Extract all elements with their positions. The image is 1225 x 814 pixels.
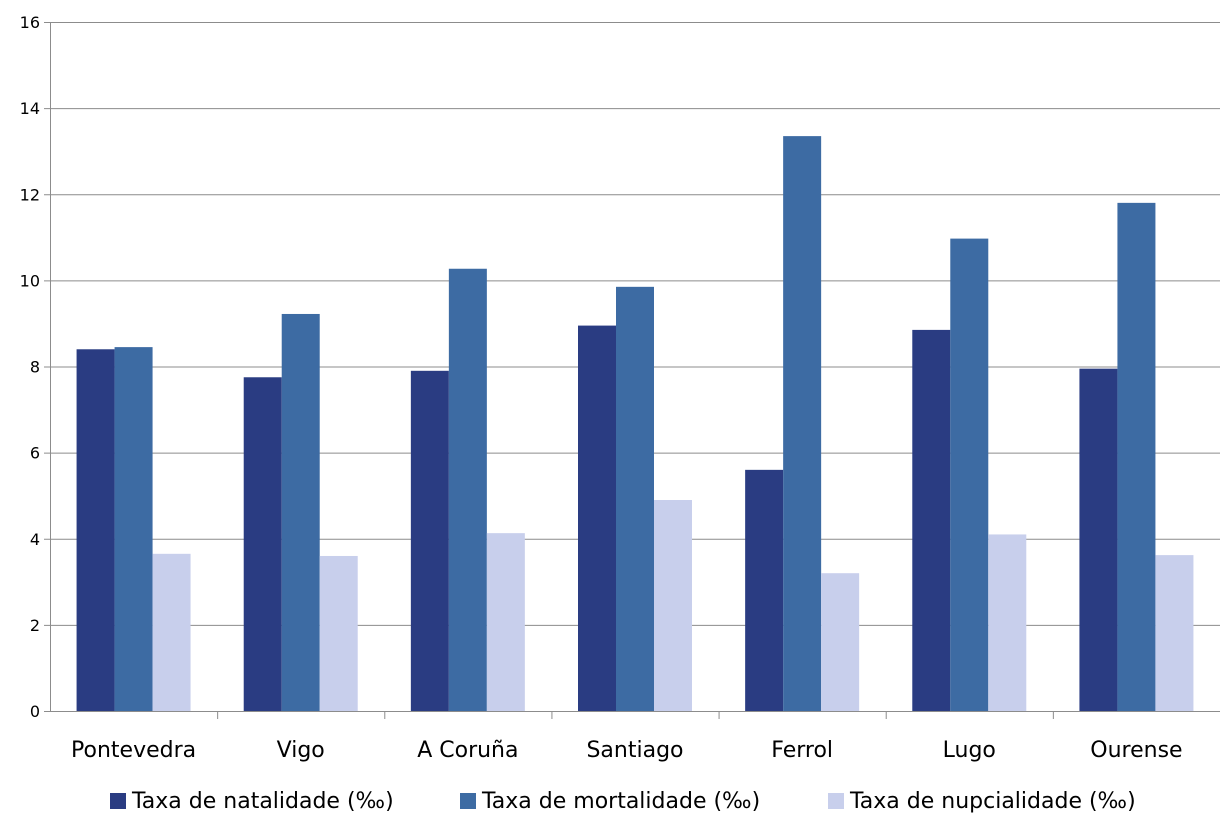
bar-nupcialidade	[319, 555, 358, 711]
bar-natalidade	[243, 377, 282, 711]
bar-mortalidade	[114, 347, 153, 711]
bar-nupcialidade	[654, 499, 692, 711]
axes	[44, 22, 1220, 719]
bar-natalidade	[578, 325, 616, 711]
legend-label: Taxa de nupcialidade (‰)	[849, 789, 1136, 814]
legend-swatch	[110, 793, 126, 809]
bars	[76, 136, 1194, 712]
bar-nupcialidade	[486, 533, 525, 711]
bar-mortalidade	[281, 313, 320, 711]
x-category-label: Pontevedra	[71, 738, 196, 763]
y-tick-label: 10	[20, 271, 40, 290]
legend: Taxa de natalidade (‰) Taxa de mortalidad…	[110, 789, 1136, 814]
x-category-label: Ferrol	[771, 738, 833, 763]
x-category-label: Santiago	[586, 738, 683, 763]
legend-label: Taxa de mortalidade (‰)	[481, 789, 760, 814]
y-tick-label: 2	[30, 616, 40, 635]
bar-mortalidade	[783, 136, 822, 712]
bar-nupcialidade	[988, 534, 1027, 711]
bar-nupcialidade	[1155, 555, 1194, 711]
bar-natalidade	[745, 469, 784, 711]
bar-natalidade	[1079, 368, 1118, 711]
bar-natalidade	[912, 329, 951, 711]
legend-swatch	[828, 793, 844, 809]
y-tick-labels: 0 2 4 6 8 10 12 14 16	[20, 13, 40, 721]
y-tick-label: 8	[30, 358, 40, 377]
x-category-label: Ourense	[1090, 738, 1182, 763]
x-category-label: Lugo	[943, 738, 996, 763]
y-tick-label: 14	[20, 99, 40, 118]
y-tick-label: 6	[30, 444, 40, 463]
y-tick-label: 0	[30, 702, 40, 721]
legend-label: Taxa de natalidade (‰)	[131, 789, 394, 814]
x-category-label: A Coruña	[417, 738, 518, 763]
y-tick-label: 12	[20, 185, 40, 204]
bar-natalidade	[410, 370, 449, 711]
bar-mortalidade	[448, 268, 487, 711]
x-category-labels: Pontevedra Vigo A Coruña Santiago Ferrol Lugo…	[71, 738, 1183, 763]
bar-mortalidade	[950, 238, 989, 711]
bar-nupcialidade	[821, 573, 860, 711]
bar-natalidade	[76, 349, 115, 711]
x-category-label: Vigo	[277, 738, 325, 763]
bar-mortalidade	[616, 286, 654, 711]
legend-swatch	[460, 793, 476, 809]
y-tick-label: 16	[20, 13, 40, 32]
y-tick-label: 4	[30, 530, 40, 549]
bar-mortalidade	[1117, 202, 1156, 712]
bar-nupcialidade	[152, 553, 191, 711]
